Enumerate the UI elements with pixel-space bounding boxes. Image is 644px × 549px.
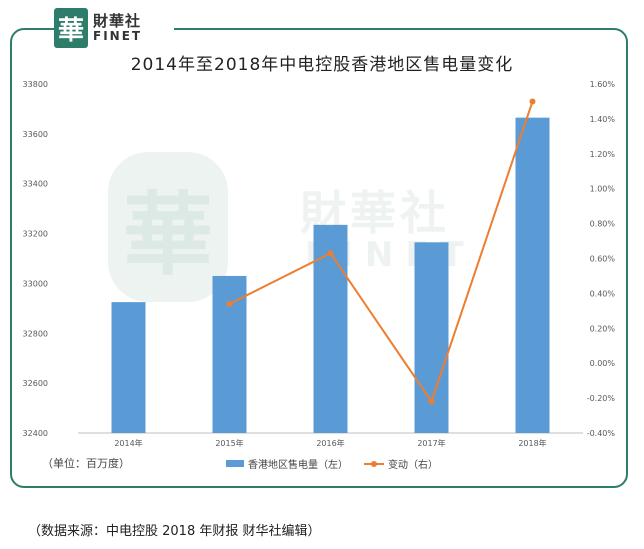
x-tick-label: 2015年 — [215, 438, 243, 448]
y-left-tick-label: 33000 — [23, 279, 48, 288]
logo-text: 財華社 FINET — [93, 11, 143, 43]
legend-line-swatch — [364, 460, 384, 468]
x-tick-label: 2018年 — [518, 438, 546, 448]
legend-item-bar: 香港地区售电量（左） — [226, 456, 348, 471]
watermark-logo-badge: 華 — [108, 152, 228, 302]
change-point-3 — [428, 398, 435, 405]
y-right-tick-label: 0.80% — [590, 220, 616, 229]
unit-label: （单位：百万度） — [42, 457, 130, 470]
logo-name-cn: 財華社 — [93, 11, 142, 30]
legend-line-label: 变动（右） — [388, 460, 438, 471]
y-left-tick-label: 33800 — [23, 80, 48, 89]
logo-name-en: FINET — [93, 28, 143, 43]
legend-item-line: 变动（右） — [364, 456, 438, 471]
y-right-tick-label: 1.60% — [590, 80, 616, 89]
legend-bar-swatch — [226, 460, 244, 467]
y-right-tick-label: 0.00% — [590, 359, 616, 368]
logo-badge: 華 — [54, 8, 88, 48]
bar-5 — [515, 117, 550, 434]
y-left-tick-label: 32800 — [23, 329, 48, 338]
legend-bar-label: 香港地区售电量（左） — [248, 460, 348, 471]
y-right-tick-label: 1.20% — [590, 150, 616, 159]
change-point-2 — [327, 250, 334, 257]
y-left-tick-label: 33600 — [23, 130, 48, 139]
chart-title: 2014年至2018年中电控股香港地区售电量变化 — [130, 55, 514, 75]
bar-2 — [212, 275, 247, 433]
source-note: （数据来源：中电控股 2018 年财报 财华社编辑） — [28, 524, 321, 539]
y-left-tick-label: 33200 — [23, 230, 48, 239]
y-right-tick-label: 1.40% — [590, 115, 616, 124]
y-left-tick-label: 32400 — [23, 429, 48, 438]
change-line — [229, 101, 534, 404]
x-tick-label: 2016年 — [316, 438, 344, 448]
chart-legend: 香港地区售电量（左） 变动（右） — [226, 456, 454, 471]
y-right-tick-label: 0.20% — [590, 324, 616, 333]
finet-logo: 華 財華社 FINET — [54, 4, 174, 52]
y-left-tick-label: 33400 — [23, 180, 48, 189]
x-tick-label: 2017年 — [417, 438, 445, 448]
change-point-4 — [529, 98, 536, 105]
x-tick-label: 2014年 — [114, 438, 142, 448]
y-right-tick-label: -0.40% — [587, 429, 616, 438]
y-right-tick-label: 0.40% — [590, 289, 616, 298]
change-point-1 — [226, 300, 233, 307]
y-right-tick-label: 0.60% — [590, 255, 616, 264]
y-left-tick-label: 32600 — [23, 379, 48, 388]
bar-1 — [111, 302, 146, 433]
y-right-tick-label: 1.00% — [590, 185, 616, 194]
y-right-tick-label: -0.20% — [587, 394, 616, 403]
